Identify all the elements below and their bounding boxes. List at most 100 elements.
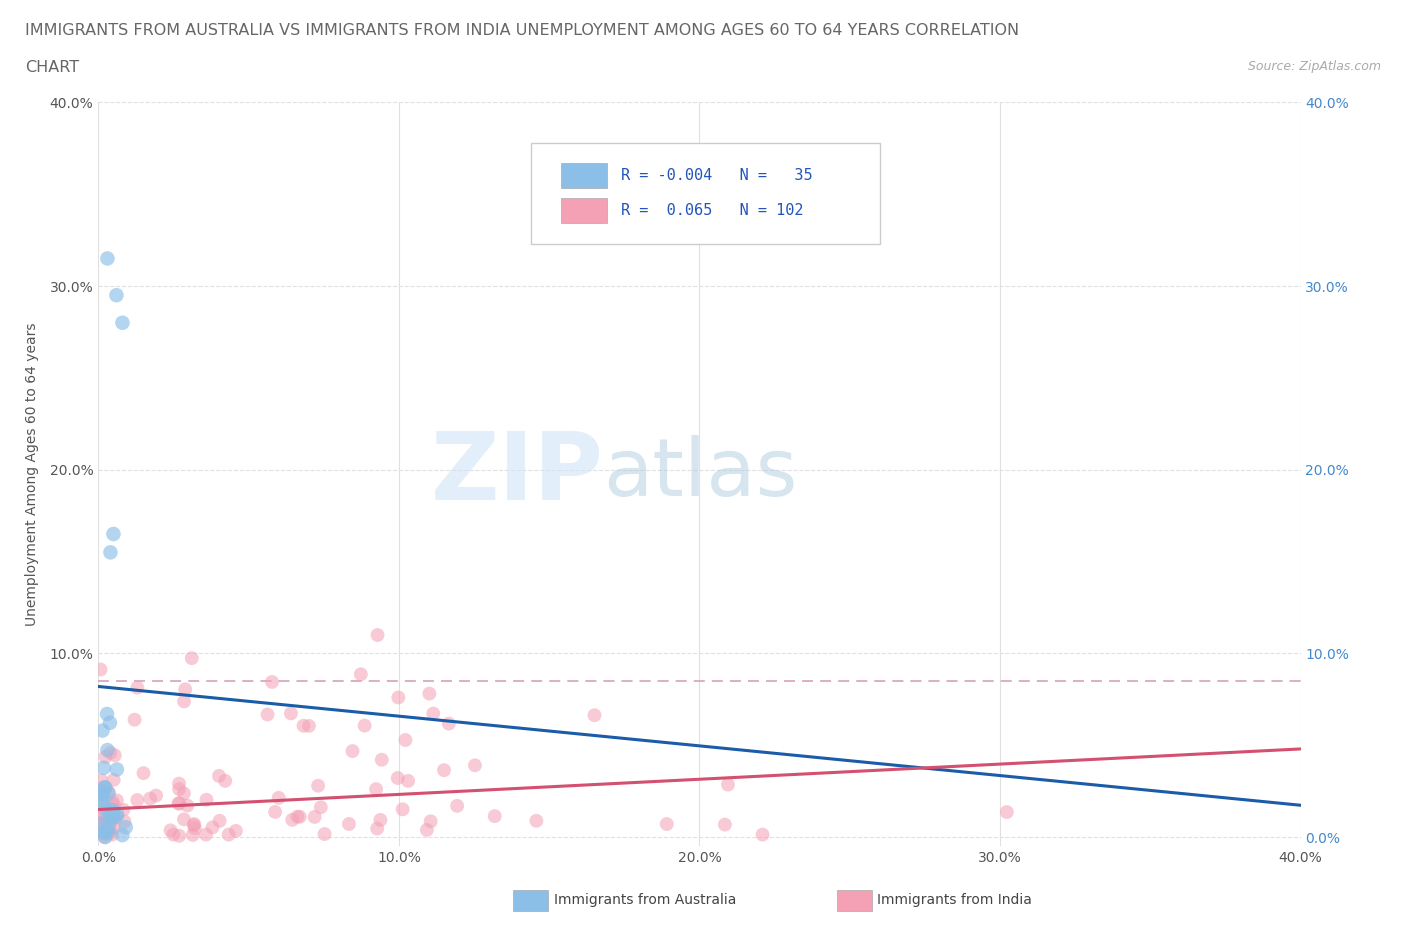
Point xyxy=(91,784,114,799)
Point xyxy=(208,768,231,783)
Point xyxy=(364,782,387,797)
Point xyxy=(167,829,190,844)
Point xyxy=(101,809,124,824)
Point xyxy=(93,780,115,795)
Point xyxy=(714,817,737,832)
Point xyxy=(195,792,218,807)
Point xyxy=(181,828,204,843)
Point xyxy=(93,797,115,812)
Point xyxy=(101,810,124,825)
Point xyxy=(97,785,120,800)
Point xyxy=(105,809,128,824)
Point xyxy=(90,773,112,788)
Point xyxy=(484,809,506,824)
Point xyxy=(96,822,118,837)
Point xyxy=(91,826,114,841)
Point xyxy=(280,706,302,721)
Text: Immigrants from Australia: Immigrants from Australia xyxy=(554,893,737,908)
Point xyxy=(105,807,128,822)
Text: Immigrants from India: Immigrants from India xyxy=(877,893,1032,908)
Point xyxy=(94,830,117,844)
Point xyxy=(717,777,740,792)
Point xyxy=(173,812,195,827)
Point xyxy=(419,814,441,829)
Point xyxy=(350,667,373,682)
Point xyxy=(180,651,202,666)
Point xyxy=(90,794,112,809)
FancyBboxPatch shape xyxy=(531,143,880,244)
Point xyxy=(169,796,191,811)
Point xyxy=(139,791,162,806)
Point xyxy=(391,802,413,817)
Point xyxy=(433,763,456,777)
Point xyxy=(751,827,773,842)
Point xyxy=(366,821,388,836)
Point xyxy=(94,830,117,844)
Point xyxy=(96,743,118,758)
Point xyxy=(337,817,360,831)
Point xyxy=(94,816,117,830)
Bar xyxy=(561,164,607,188)
Point xyxy=(114,814,136,829)
Point xyxy=(214,774,236,789)
Point xyxy=(162,827,184,842)
Point xyxy=(218,827,240,842)
Point xyxy=(288,809,311,824)
Point xyxy=(104,748,127,763)
Point xyxy=(91,817,114,832)
Point xyxy=(101,803,124,817)
Point xyxy=(124,712,146,727)
Point xyxy=(105,287,128,302)
Point xyxy=(264,804,287,819)
Point xyxy=(98,820,121,835)
Point xyxy=(101,805,124,820)
Point xyxy=(370,813,392,828)
Point xyxy=(98,826,121,841)
Point xyxy=(94,780,117,795)
Point xyxy=(91,815,114,830)
Text: IMMIGRANTS FROM AUSTRALIA VS IMMIGRANTS FROM INDIA UNEMPLOYMENT AMONG AGES 60 TO: IMMIGRANTS FROM AUSTRALIA VS IMMIGRANTS … xyxy=(25,23,1019,38)
Point xyxy=(96,707,118,722)
Text: R =  0.065   N = 102: R = 0.065 N = 102 xyxy=(621,203,804,218)
Point xyxy=(309,800,332,815)
Point xyxy=(416,822,439,837)
Point xyxy=(174,682,197,697)
Point xyxy=(995,804,1018,819)
Text: Source: ZipAtlas.com: Source: ZipAtlas.com xyxy=(1247,60,1381,73)
Point xyxy=(111,828,134,843)
Text: CHART: CHART xyxy=(25,60,79,75)
Point xyxy=(103,797,125,812)
Text: ZIP: ZIP xyxy=(430,429,603,520)
Bar xyxy=(561,198,607,223)
Point xyxy=(173,694,195,709)
Point xyxy=(96,251,118,266)
Point xyxy=(260,674,283,689)
Point xyxy=(91,724,114,738)
Point xyxy=(98,806,121,821)
Y-axis label: Unemployment Among Ages 60 to 64 years: Unemployment Among Ages 60 to 64 years xyxy=(24,323,38,626)
Point xyxy=(98,715,121,730)
Point xyxy=(145,788,167,803)
Point xyxy=(173,786,195,801)
Point xyxy=(418,686,440,701)
Point xyxy=(183,817,205,832)
Point xyxy=(183,817,205,831)
Point xyxy=(464,758,486,773)
Point xyxy=(437,716,460,731)
Point xyxy=(103,526,125,541)
Point xyxy=(114,820,136,835)
Point xyxy=(371,752,394,767)
Text: atlas: atlas xyxy=(603,435,797,513)
Point xyxy=(367,628,389,643)
Point xyxy=(298,719,321,734)
Point xyxy=(208,814,231,829)
Point xyxy=(583,708,606,723)
Point xyxy=(167,796,190,811)
Text: R = -0.004   N =   35: R = -0.004 N = 35 xyxy=(621,168,813,183)
Point xyxy=(90,817,112,831)
Point xyxy=(111,315,134,330)
Point xyxy=(127,792,149,807)
Point xyxy=(112,803,135,817)
Point xyxy=(127,680,149,695)
Point xyxy=(394,733,416,748)
